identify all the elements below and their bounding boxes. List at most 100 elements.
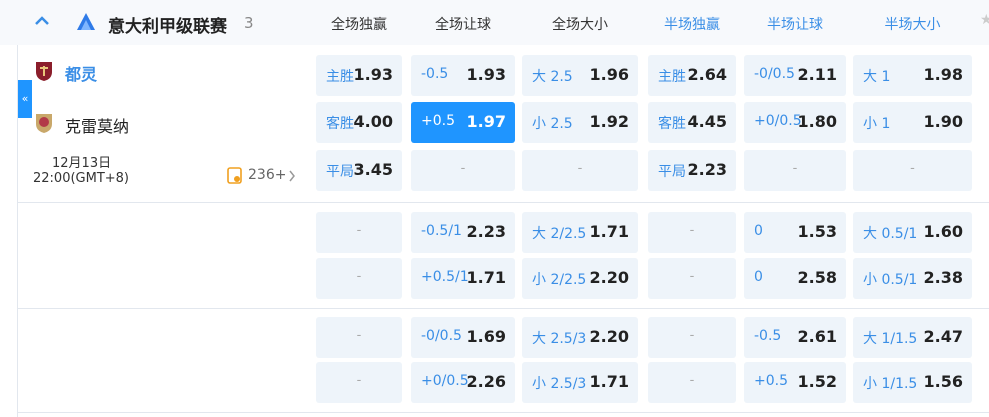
odds-cell[interactable]: - xyxy=(648,258,736,299)
empty-odds: - xyxy=(689,373,695,388)
odds-cell[interactable]: 平局 3.45 xyxy=(316,150,402,191)
odds-cell[interactable]: 主胜 1.93 xyxy=(316,55,402,96)
odds-cell[interactable]: - xyxy=(411,150,515,191)
more-arrow[interactable] xyxy=(288,170,296,182)
odds-cell[interactable]: - xyxy=(316,212,402,253)
odds-cell[interactable]: - xyxy=(316,362,402,403)
odds-cell[interactable]: - xyxy=(648,212,736,253)
column-header[interactable]: 全场大小 xyxy=(552,17,608,33)
odds-cell[interactable]: 小 2.5 1.92 xyxy=(522,102,638,143)
odds-cell[interactable]: -0.5 2.61 xyxy=(744,317,846,358)
league-count: 3 xyxy=(244,14,254,32)
odds-label: 0 xyxy=(754,269,763,285)
empty-odds: - xyxy=(356,328,362,343)
odds-value: 1.93 xyxy=(353,65,393,84)
odds-label: -0.5 xyxy=(754,328,782,344)
odds-label: 小 2.5/3 xyxy=(532,376,587,392)
more-markets[interactable]: 236+ xyxy=(248,167,287,183)
odds-cell[interactable]: 大 2.5/3 2.20 xyxy=(522,317,638,358)
odds-label: 客胜 xyxy=(658,116,686,132)
odds-cell[interactable]: 大 1/1.5 2.47 xyxy=(853,317,972,358)
odds-cell[interactable]: - xyxy=(744,150,846,191)
empty-odds: - xyxy=(460,161,466,176)
odds-label: 大 1 xyxy=(863,69,891,85)
odds-label: 平局 xyxy=(658,164,686,180)
away-team[interactable]: 克雷莫纳 xyxy=(65,117,130,136)
odds-cell[interactable]: +0.5/1 1.71 xyxy=(411,258,515,299)
odds-value: 2.61 xyxy=(797,327,837,346)
odds-cell[interactable]: 平局 2.23 xyxy=(648,150,736,191)
odds-cell[interactable]: 大 2.5 1.96 xyxy=(522,55,638,96)
empty-odds: - xyxy=(792,161,798,176)
odds-value: 1.96 xyxy=(589,65,629,84)
odds-cell[interactable]: 客胜 4.45 xyxy=(648,102,736,143)
odds-cell[interactable]: 小 2.5/3 1.71 xyxy=(522,362,638,403)
odds-cell[interactable]: 大 2/2.5 1.71 xyxy=(522,212,638,253)
odds-cell[interactable]: - xyxy=(522,150,638,191)
odds-cell[interactable]: - xyxy=(648,317,736,358)
odds-cell[interactable]: 大 1 1.98 xyxy=(853,55,972,96)
column-header[interactable]: 全场独赢 xyxy=(331,17,387,33)
odds-cell[interactable]: +0.5 1.52 xyxy=(744,362,846,403)
odds-value: 1.97 xyxy=(466,112,506,131)
odds-value: 1.92 xyxy=(589,112,629,131)
odds-value: 1.52 xyxy=(797,372,837,391)
odds-cell[interactable]: -0/0.5 1.69 xyxy=(411,317,515,358)
odds-cell[interactable]: -0.5 1.93 xyxy=(411,55,515,96)
odds-value: 1.69 xyxy=(466,327,506,346)
match-time: 22:00(GMT+8) xyxy=(33,171,130,186)
match-date: 12月13日 xyxy=(52,156,112,171)
odds-value: 2.64 xyxy=(687,65,727,84)
league-icon xyxy=(77,13,95,30)
odds-value: 1.80 xyxy=(797,112,837,131)
odds-label: 客胜 xyxy=(326,116,354,132)
star-icon[interactable]: ★ xyxy=(980,12,989,28)
odds-cell[interactable]: 小 0.5/1 2.38 xyxy=(853,258,972,299)
odds-cell[interactable]: 客胜 4.00 xyxy=(316,102,402,143)
odds-label: 主胜 xyxy=(326,69,354,85)
empty-odds: - xyxy=(689,223,695,238)
home-logo xyxy=(36,62,52,81)
odds-cell[interactable]: 0 1.53 xyxy=(744,212,846,253)
odds-value: 1.71 xyxy=(589,222,629,241)
odds-value: 1.71 xyxy=(466,268,506,287)
odds-cell[interactable]: 大 0.5/1 1.60 xyxy=(853,212,972,253)
odds-cell[interactable]: - xyxy=(853,150,972,191)
odds-cell[interactable]: -0.5/1 2.23 xyxy=(411,212,515,253)
odds-cell[interactable]: 0 2.58 xyxy=(744,258,846,299)
odds-label: 小 2.5 xyxy=(532,116,573,132)
odds-value: 1.60 xyxy=(923,222,963,241)
column-header[interactable]: 半场独赢 xyxy=(664,17,720,33)
odds-value: 2.23 xyxy=(687,160,727,179)
column-header[interactable]: 半场大小 xyxy=(884,17,941,33)
odds-label: 大 2.5 xyxy=(532,69,573,85)
odds-value: 1.98 xyxy=(923,65,963,84)
odds-cell[interactable]: -0/0.5 2.11 xyxy=(744,55,846,96)
odds-cell[interactable]: +0/0.5 2.26 xyxy=(411,362,515,403)
league-name: 意大利甲级联赛 xyxy=(108,17,227,37)
odds-value: 2.58 xyxy=(797,268,837,287)
odds-label: 小 1/1.5 xyxy=(863,376,918,392)
odds-cell[interactable]: 小 1 1.90 xyxy=(853,102,972,143)
odds-cell[interactable]: - xyxy=(648,362,736,403)
group-separator xyxy=(18,412,989,413)
empty-odds: - xyxy=(577,161,583,176)
odds-label: -0/0.5 xyxy=(421,328,462,344)
odds-cell[interactable]: +0.5 1.97 xyxy=(411,102,515,143)
side-tab[interactable]: « xyxy=(18,80,32,118)
empty-odds: - xyxy=(910,161,915,176)
odds-cell[interactable]: +0/0.5 1.80 xyxy=(744,102,846,143)
column-header[interactable]: 全场让球 xyxy=(435,17,491,33)
home-team[interactable]: 都灵 xyxy=(65,65,98,84)
odds-value: 1.56 xyxy=(923,372,963,391)
odds-cell[interactable]: - xyxy=(316,317,402,358)
odds-cell[interactable]: 主胜 2.64 xyxy=(648,55,736,96)
collapse-icon[interactable] xyxy=(34,15,50,27)
more-icon xyxy=(227,167,242,184)
odds-cell[interactable]: 小 2/2.5 2.20 xyxy=(522,258,638,299)
column-header[interactable]: 半场让球 xyxy=(767,17,823,33)
odds-cell[interactable]: - xyxy=(316,258,402,299)
odds-cell[interactable]: 小 1/1.5 1.56 xyxy=(853,362,972,403)
group-separator xyxy=(18,308,989,309)
odds-label: +0.5 xyxy=(754,373,788,389)
